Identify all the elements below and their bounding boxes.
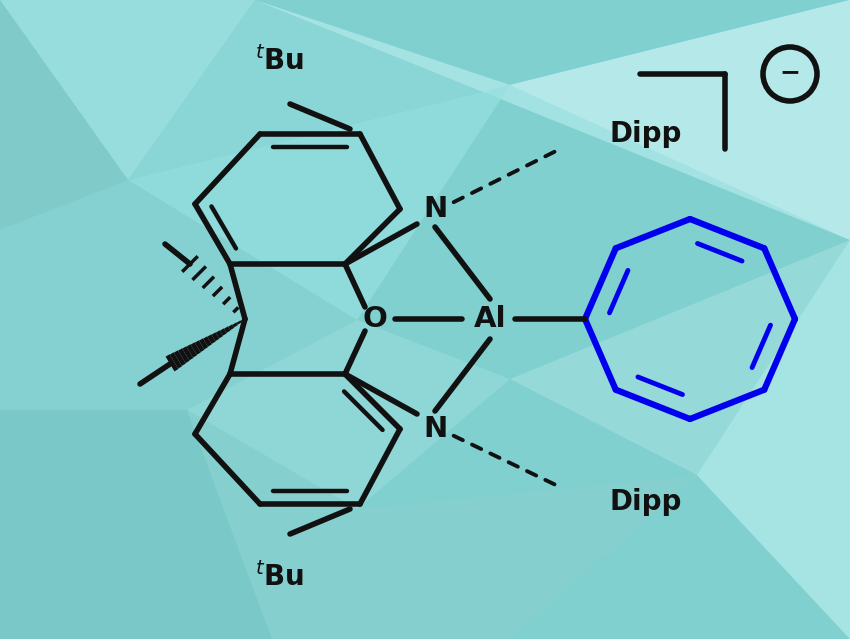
- Polygon shape: [0, 0, 255, 180]
- Polygon shape: [128, 85, 510, 320]
- Text: Dipp: Dipp: [610, 120, 683, 148]
- Polygon shape: [697, 240, 850, 639]
- Text: O: O: [363, 305, 388, 333]
- Polygon shape: [187, 320, 510, 509]
- Text: N: N: [422, 415, 447, 443]
- Text: N: N: [422, 195, 447, 223]
- Text: Dipp: Dipp: [610, 488, 683, 516]
- Polygon shape: [128, 0, 510, 180]
- Polygon shape: [510, 0, 850, 240]
- Text: $^t$Bu: $^t$Bu: [255, 47, 304, 75]
- Text: −: −: [779, 60, 801, 84]
- Polygon shape: [0, 180, 357, 410]
- Polygon shape: [510, 240, 850, 475]
- Polygon shape: [0, 0, 128, 230]
- Text: $^t$Bu: $^t$Bu: [255, 562, 304, 592]
- Polygon shape: [0, 410, 272, 639]
- Polygon shape: [187, 410, 697, 639]
- Text: Al: Al: [473, 305, 507, 333]
- Polygon shape: [697, 240, 850, 639]
- Polygon shape: [255, 0, 850, 240]
